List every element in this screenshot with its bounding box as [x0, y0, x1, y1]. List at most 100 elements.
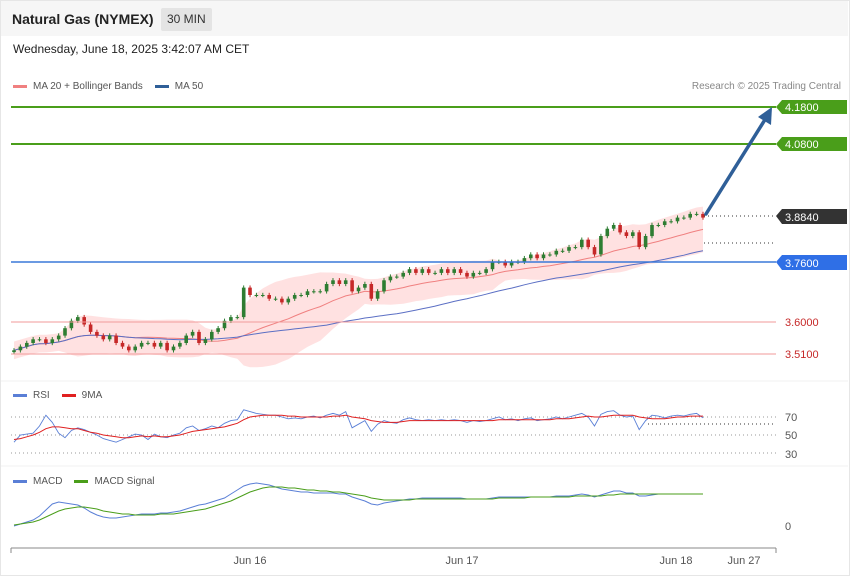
candle [50, 337, 55, 346]
candle [31, 337, 35, 346]
candle [433, 270, 437, 276]
candle [669, 219, 673, 224]
candle [312, 289, 316, 294]
timeframe-badge[interactable]: 30 MIN [161, 8, 212, 31]
candle [426, 266, 431, 276]
candle [337, 278, 342, 287]
credit-label: Research © 2025 Trading Central [691, 81, 841, 92]
candle [694, 211, 699, 217]
candle [82, 314, 86, 327]
candle [146, 340, 150, 346]
candle [25, 340, 29, 349]
candle [37, 337, 42, 342]
legend-ma20: MA 20 + Bollinger Bands [13, 81, 143, 92]
candle [261, 292, 265, 298]
candle [101, 333, 106, 342]
target-tag-2-label: 4.0800 [785, 139, 819, 151]
candle [586, 237, 590, 250]
macd-signal-line [13, 486, 703, 526]
legend-rsi-ma: 9MA [61, 390, 102, 401]
candle [465, 270, 469, 279]
candle [509, 259, 514, 268]
candle [343, 278, 348, 287]
candle [682, 215, 686, 220]
candle [165, 340, 169, 353]
candle [152, 340, 157, 349]
candle [133, 344, 137, 353]
candle [318, 289, 322, 294]
macd-legend: MACD MACD Signal [13, 476, 166, 487]
instrument-title: Natural Gas (NYMEX) [12, 11, 154, 27]
macd-signal-swatch-icon [74, 480, 89, 483]
candle [203, 337, 208, 346]
candle [350, 278, 354, 294]
candle [662, 219, 667, 228]
candle [356, 285, 361, 294]
forecast-arrow-line [704, 116, 768, 216]
target-tag-1: 4.1800 [776, 100, 847, 114]
legend-macd-label: MACD [33, 476, 63, 487]
candle [375, 289, 380, 301]
candle [210, 329, 214, 342]
candle [631, 230, 635, 239]
candle [292, 292, 297, 301]
candle [420, 266, 425, 276]
candle [369, 281, 374, 301]
macd-swatch-icon [13, 480, 27, 483]
legend-macd-signal-label: MACD Signal [94, 476, 155, 487]
x-label-jun16: Jun 16 [233, 555, 266, 567]
candle [241, 285, 246, 320]
candle [401, 270, 405, 279]
candle [286, 296, 291, 305]
candle [88, 322, 93, 335]
support-1-label: 3.6000 [785, 317, 819, 329]
candle [44, 337, 48, 346]
forecast-arrowhead-icon [758, 107, 772, 125]
candle [688, 211, 692, 220]
candle [280, 296, 284, 305]
candle [216, 325, 220, 335]
rsi-line [13, 409, 704, 443]
candle [535, 252, 539, 261]
candle [580, 237, 584, 250]
candle [331, 278, 335, 287]
candle [573, 244, 578, 250]
candle [643, 233, 648, 250]
ma50-swatch-icon [154, 85, 169, 88]
candle [114, 333, 118, 346]
candle [388, 274, 393, 283]
candle [324, 281, 329, 294]
candle [592, 244, 597, 257]
candle [624, 230, 629, 239]
target-tag-2: 4.0800 [776, 137, 847, 151]
pivot-tag-label: 3.7600 [785, 258, 819, 270]
candle [618, 222, 622, 235]
candles [12, 211, 705, 355]
legend-rsi-label: RSI [33, 390, 50, 401]
legend-macd-signal: MACD Signal [74, 476, 154, 487]
candle [675, 215, 680, 224]
candle [611, 222, 616, 231]
x-label-jun27: Jun 27 [727, 555, 760, 567]
current-price-tag: 3.8840 [776, 209, 847, 224]
x-label-jun18: Jun 18 [659, 555, 692, 567]
candle [395, 274, 399, 279]
candle [637, 230, 641, 250]
candle [18, 344, 23, 353]
rsi-tick-30: 30 [785, 449, 797, 461]
candle [452, 266, 456, 276]
candle [178, 340, 182, 349]
candle [701, 211, 705, 220]
rsi-legend: RSI 9MA [13, 390, 114, 401]
legend-ma50: MA 50 [154, 81, 203, 92]
candle [458, 266, 463, 276]
candle [63, 325, 67, 338]
candle [69, 318, 74, 331]
rsi-series-layer [13, 409, 704, 443]
candle [503, 259, 507, 268]
candle [548, 252, 552, 257]
candle [222, 318, 227, 331]
rsi-tick-70: 70 [785, 412, 797, 424]
candle [407, 266, 412, 276]
